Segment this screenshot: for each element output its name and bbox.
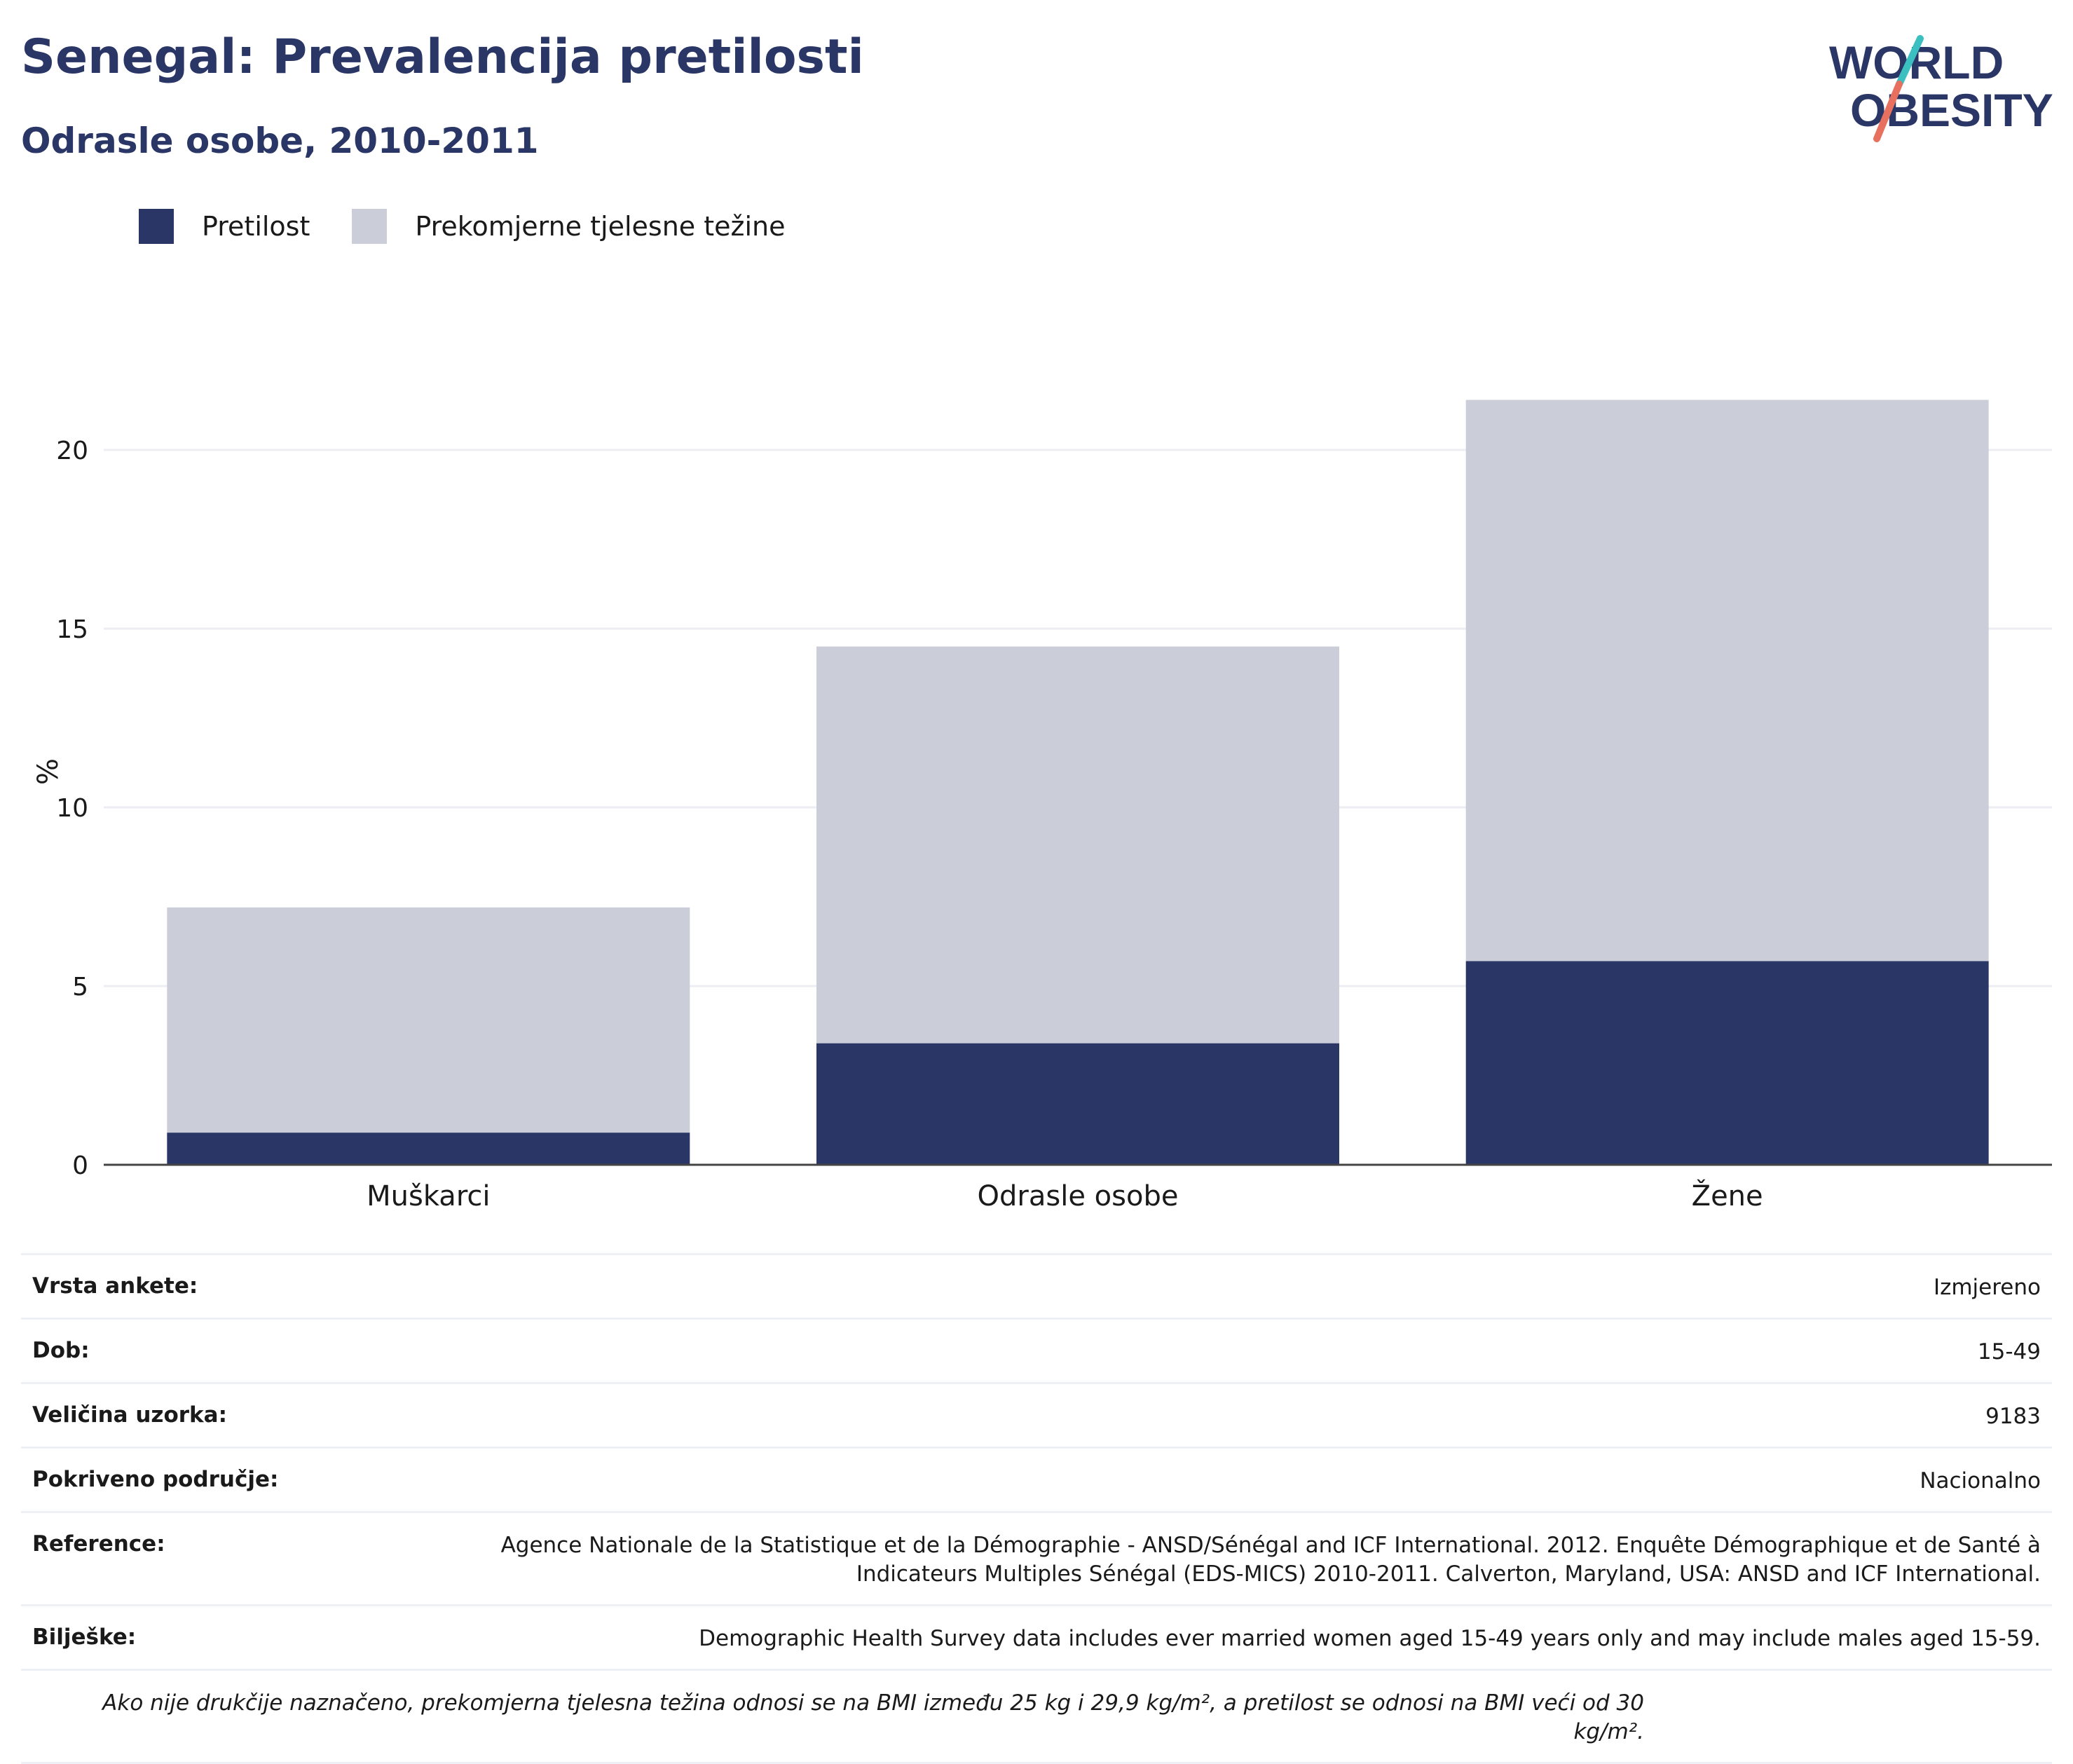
bar-obesity — [816, 1043, 1339, 1165]
info-row-references: Reference: Agence Nationale de la Statis… — [21, 1511, 2052, 1604]
x-tick-label: Odrasle osobe — [978, 1180, 1179, 1212]
info-value: 15-49 — [1977, 1339, 2041, 1365]
bar-overweight — [816, 646, 1339, 1044]
info-row-age: Dob: 15-49 — [21, 1318, 2052, 1382]
bar-obesity — [167, 1133, 690, 1165]
survey-info-table: Vrsta ankete: Izmjereno Dob: 15-49 Velič… — [21, 1253, 2052, 1764]
x-tick-label: Žene — [1692, 1179, 1763, 1212]
legend-label-obesity: Pretilost — [202, 211, 310, 242]
logo-slash-teal — [1896, 35, 1924, 88]
info-value: Demographic Health Survey data includes … — [699, 1626, 2041, 1651]
info-value: 9183 — [1985, 1404, 2041, 1429]
x-tick-label: Muškarci — [367, 1180, 490, 1212]
info-label: Bilješke: — [32, 1625, 137, 1650]
legend-swatch-obesity — [139, 209, 174, 244]
info-label: Vrsta ankete: — [32, 1273, 198, 1299]
y-tick-label: 0 — [72, 1151, 88, 1180]
info-row-sample-size: Veličina uzorka: 9183 — [21, 1382, 2052, 1447]
info-value: Nacionalno — [1920, 1468, 2041, 1493]
logo-slash-coral — [1873, 81, 1903, 142]
footnote-text: Ako nije drukčije naznačeno, prekomjerna… — [102, 1690, 1644, 1744]
info-label: Pokriveno područje: — [32, 1467, 279, 1492]
info-row-coverage: Pokriveno područje: Nacionalno — [21, 1447, 2052, 1511]
legend-label-overweight: Prekomjerne tjelesne težine — [415, 211, 786, 242]
info-row-footnote: Ako nije drukčije naznačeno, prekomjerna… — [21, 1669, 2052, 1762]
bar-chart: 0 5 10 15 20% Muškarci Odrasle osobe Žene — [32, 399, 2052, 1212]
y-axis-label: % — [32, 758, 64, 785]
legend-item-overweight[interactable]: Prekomjerne tjelesne težine — [352, 209, 786, 244]
y-tick-label: 15 — [56, 615, 88, 644]
y-tick-label: 5 — [72, 973, 88, 1001]
y-tick-label: 20 — [56, 437, 88, 465]
chart-legend: Pretilost Prekomjerne tjelesne težine — [139, 209, 828, 244]
chart-subtitle: Odrasle osobe, 2010-2011 — [21, 121, 539, 161]
legend-item-obesity[interactable]: Pretilost — [139, 209, 310, 244]
info-row-notes: Bilješke: Demographic Health Survey data… — [21, 1604, 2052, 1669]
y-tick-label: 10 — [56, 794, 88, 823]
bar-overweight — [167, 907, 690, 1133]
info-label: Reference: — [32, 1531, 165, 1557]
bar-overweight — [1465, 399, 1989, 962]
world-obesity-logo: WORLD OBESITY — [1829, 35, 2053, 142]
info-value: Izmjereno — [1933, 1275, 2041, 1300]
chart-title: Senegal: Prevalencija pretilosti — [21, 29, 864, 85]
bar-obesity — [1465, 961, 1989, 1165]
info-row-survey-type: Vrsta ankete: Izmjereno — [21, 1253, 2052, 1318]
legend-swatch-overweight — [352, 209, 388, 244]
info-label: Dob: — [32, 1338, 90, 1363]
info-label: Veličina uzorka: — [32, 1402, 227, 1428]
info-value: Agence Nationale de la Statistique et de… — [500, 1533, 2041, 1587]
